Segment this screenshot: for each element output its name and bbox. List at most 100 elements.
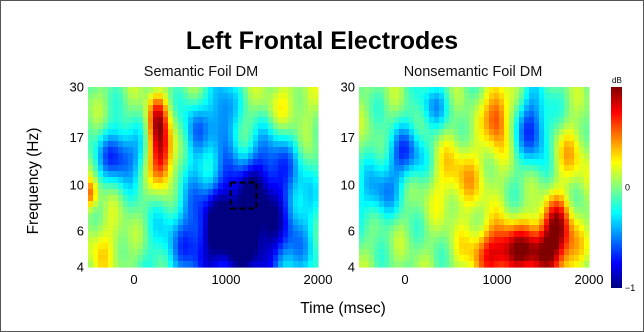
heatmap-cell xyxy=(389,87,395,94)
heatmap-cell xyxy=(429,213,435,220)
heatmap-cell xyxy=(399,207,405,214)
heatmap-cell xyxy=(509,153,515,160)
heatmap-cell xyxy=(118,207,124,214)
heatmap-cell xyxy=(143,189,149,196)
heatmap-cell xyxy=(404,153,410,160)
heatmap-cell xyxy=(544,105,550,112)
heatmap-cell xyxy=(228,123,234,130)
heatmap-cell xyxy=(419,201,425,208)
heatmap-cell xyxy=(419,165,425,172)
heatmap-cell xyxy=(138,123,144,130)
heatmap-cell xyxy=(248,237,254,244)
heatmap-cell xyxy=(118,231,124,238)
heatmap-cell xyxy=(268,183,274,190)
heatmap-cell xyxy=(273,123,279,130)
heatmap-cell xyxy=(419,213,425,220)
heatmap-cell xyxy=(429,243,435,250)
heatmap-cell xyxy=(198,189,204,196)
heatmap-cell xyxy=(424,153,430,160)
heatmap-cell xyxy=(153,123,159,130)
heatmap-cell xyxy=(223,213,229,220)
heatmap-cell xyxy=(128,141,134,148)
heatmap-cell xyxy=(193,249,199,256)
heatmap-cell xyxy=(359,87,365,94)
heatmap-cell xyxy=(303,243,309,250)
heatmap-cell xyxy=(549,147,555,154)
heatmap-cell xyxy=(544,243,550,250)
heatmap-cell xyxy=(243,99,249,106)
heatmap-cell xyxy=(474,225,480,232)
heatmap-cell xyxy=(474,87,480,94)
heatmap-cell xyxy=(524,225,530,232)
heatmap-cell xyxy=(98,87,104,94)
heatmap-cell xyxy=(519,99,525,106)
heatmap-cell xyxy=(88,189,94,196)
heatmap-cell xyxy=(449,213,455,220)
heatmap-cell xyxy=(113,129,119,136)
heatmap-cell xyxy=(539,225,545,232)
heatmap-cell xyxy=(93,255,99,262)
heatmap-cell xyxy=(193,177,199,184)
heatmap-cell xyxy=(404,225,410,232)
heatmap-cell xyxy=(414,255,420,262)
x-tick-label: 0 xyxy=(130,272,137,287)
heatmap-cell xyxy=(208,105,214,112)
heatmap-cell xyxy=(529,99,535,106)
heatmap-cell xyxy=(549,177,555,184)
heatmap-cell xyxy=(364,153,370,160)
heatmap-cell xyxy=(88,165,94,172)
heatmap-cell xyxy=(364,243,370,250)
heatmap-cell xyxy=(128,159,134,166)
heatmap-cell xyxy=(454,177,460,184)
heatmap-cell xyxy=(519,195,525,202)
heatmap-cell xyxy=(208,183,214,190)
heatmap-cell xyxy=(308,153,314,160)
heatmap-cell xyxy=(514,93,520,100)
heatmap-cell xyxy=(364,123,370,130)
heatmap-cell xyxy=(369,261,375,268)
heatmap-cell xyxy=(504,225,510,232)
heatmap-cell xyxy=(584,219,590,226)
heatmap-cell xyxy=(118,189,124,196)
heatmap-cell xyxy=(464,117,470,124)
y-tick-label: 17 xyxy=(70,130,84,145)
heatmap-cell xyxy=(108,207,114,214)
heatmap-cell xyxy=(394,123,400,130)
heatmap-cell xyxy=(163,255,169,262)
heatmap-cell xyxy=(559,123,565,130)
heatmap-cell xyxy=(313,135,319,142)
heatmap-cell xyxy=(519,249,525,256)
heatmap-cell xyxy=(263,213,269,220)
heatmap-cell xyxy=(524,123,530,130)
heatmap-cell xyxy=(178,177,184,184)
heatmap-cell xyxy=(123,135,129,142)
heatmap-cell xyxy=(308,117,314,124)
heatmap-cell xyxy=(258,177,264,184)
heatmap-cell xyxy=(228,87,234,94)
heatmap-cell xyxy=(198,87,204,94)
heatmap-cell xyxy=(218,177,224,184)
heatmap-cell xyxy=(369,249,375,256)
heatmap-cell xyxy=(213,219,219,226)
heatmap-cell xyxy=(288,183,294,190)
heatmap-cell xyxy=(213,243,219,250)
heatmap-cell xyxy=(469,117,475,124)
heatmap-cell xyxy=(549,225,555,232)
heatmap-cell xyxy=(359,225,365,232)
heatmap-cell xyxy=(574,183,580,190)
heatmap-cell xyxy=(454,249,460,256)
heatmap-cell xyxy=(544,153,550,160)
heatmap-cell xyxy=(369,183,375,190)
heatmap-cell xyxy=(173,213,179,220)
heatmap-cell xyxy=(153,219,159,226)
heatmap-cell xyxy=(499,105,505,112)
heatmap-cell xyxy=(444,225,450,232)
heatmap-cell xyxy=(499,171,505,178)
heatmap-cell xyxy=(153,177,159,184)
heatmap-cell xyxy=(133,135,139,142)
heatmap-cell xyxy=(494,87,500,94)
heatmap-cell xyxy=(288,141,294,148)
heatmap-cell xyxy=(93,201,99,208)
